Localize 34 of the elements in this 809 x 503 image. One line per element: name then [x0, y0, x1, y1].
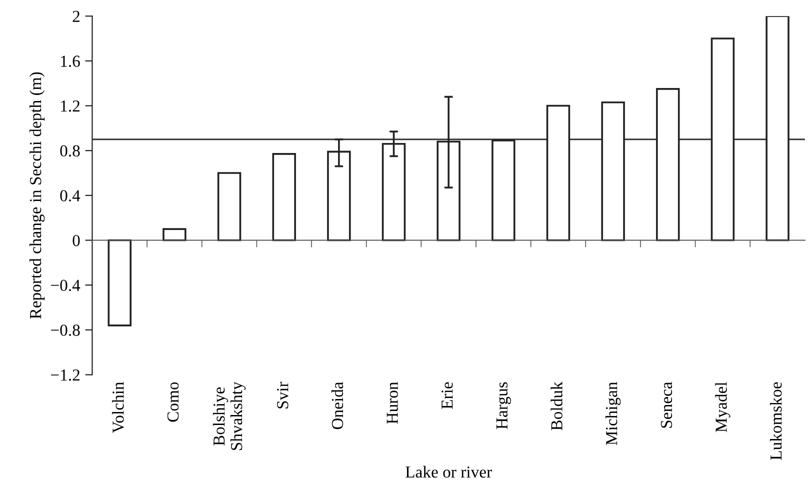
- y-tick-label: 1.6: [61, 56, 80, 67]
- x-tick-label: Bolduk: [550, 382, 562, 430]
- bar: [492, 140, 516, 242]
- y-tick-label: 0: [72, 234, 80, 246]
- x-tick-label: Svir: [277, 382, 288, 408]
- y-tick-label: 2: [72, 10, 80, 22]
- y-tick-label: −0.4: [51, 280, 80, 292]
- x-tick-label: Huron: [386, 382, 398, 424]
- bar: [710, 38, 735, 242]
- x-axis-title: Lake or river: [406, 466, 492, 478]
- y-tick-label: 0.4: [60, 190, 80, 202]
- y-tick-label: 1.2: [61, 100, 80, 112]
- x-tick-label: Lukomskoe: [770, 382, 782, 460]
- bar: [272, 153, 296, 242]
- y-tick-label: 0.8: [60, 145, 80, 157]
- x-tick-label: Seneca: [660, 382, 672, 428]
- x-tick-label: Oneida: [331, 382, 344, 430]
- x-tick-label: Hargus: [496, 382, 511, 430]
- y-tick-label: −1.2: [51, 369, 80, 381]
- x-tick-label: Volchin: [112, 382, 124, 434]
- y-tick-label: −0.8: [51, 324, 80, 336]
- bar: [546, 104, 570, 242]
- bar: [108, 239, 132, 326]
- x-tick-label: Michigan: [605, 382, 621, 446]
- x-tick-label: Como: [167, 382, 179, 422]
- y-axis-title: Reported change in Secchi depth (m): [29, 72, 45, 319]
- bar: [217, 172, 242, 242]
- bar: [162, 228, 186, 242]
- bar: [766, 16, 790, 242]
- x-tick-label: Bolshiye Shvakshty: [212, 382, 246, 450]
- x-tick-label: Myadel: [715, 382, 730, 432]
- x-tick-label: Erie: [442, 382, 453, 409]
- bar: [601, 101, 625, 242]
- bar: [656, 88, 680, 242]
